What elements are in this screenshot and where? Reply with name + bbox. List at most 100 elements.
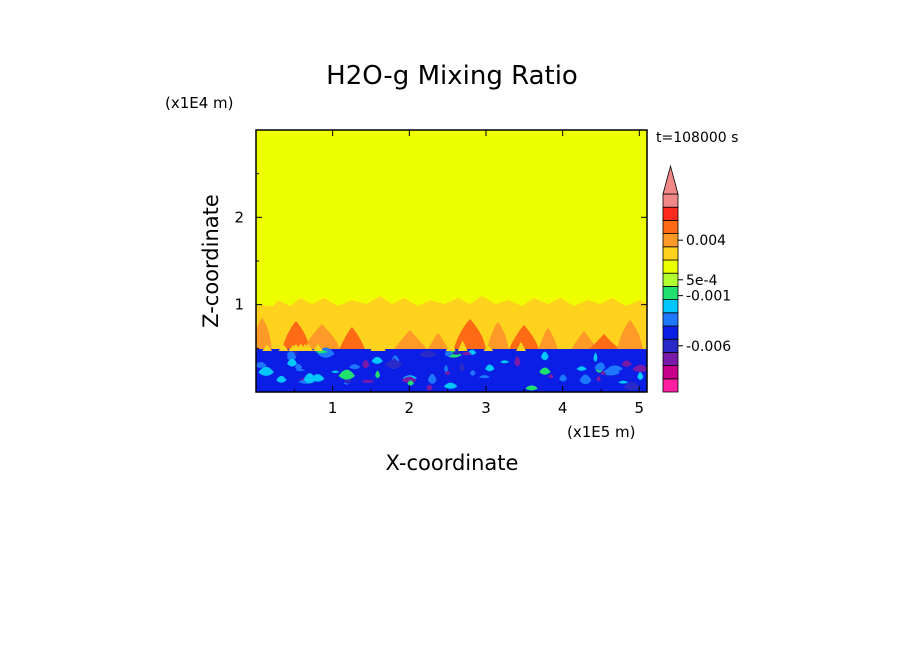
colorbar-swatch — [662, 259, 679, 274]
colorbar-swatch — [662, 312, 679, 327]
plume-shape — [617, 320, 643, 350]
boundary-patch — [371, 356, 383, 364]
plume-shape — [256, 318, 272, 350]
boundary-patch — [576, 366, 587, 371]
boundary-patch — [256, 361, 267, 368]
boundary-patch — [459, 362, 465, 372]
boundary-speck — [262, 344, 273, 351]
boundary-patch — [525, 385, 538, 391]
boundary-patch — [286, 351, 297, 362]
colorbar-label: 5e-4 — [686, 273, 718, 289]
boundary-speck — [375, 341, 386, 351]
boundary-patch — [407, 380, 414, 386]
colorbar-label: -0.001 — [686, 289, 731, 305]
x-unit-label: (x1E5 m) — [567, 423, 636, 441]
colorbar-swatch — [662, 219, 679, 234]
boundary-patch — [500, 360, 510, 364]
y-axis-ticks: 12 — [234, 173, 647, 349]
boundary-speck — [483, 345, 494, 351]
boundary-patch — [606, 365, 623, 372]
x-tick-label: 3 — [481, 399, 491, 417]
colorbar: 0.004 5e-4-0.001 -0.006 — [662, 164, 731, 393]
boundary-patch — [559, 374, 567, 382]
boundary-layer-patches — [256, 340, 647, 391]
boundary-patch — [547, 374, 554, 379]
colorbar-swatch — [662, 325, 679, 340]
plume-shape — [509, 325, 539, 350]
x-axis-label: X-coordinate — [386, 451, 519, 475]
boundary-patch — [338, 369, 355, 380]
time-label: t=108000 s — [656, 130, 738, 146]
boundary-patch — [361, 379, 375, 383]
x-tick-label: 2 — [405, 399, 415, 417]
colorbar-swatch — [662, 299, 679, 314]
boundary-patch — [303, 373, 316, 384]
boundary-patch — [419, 350, 437, 358]
y-tick-label: 1 — [234, 296, 244, 314]
x-axis-ticks: 1 2 3 4 5 — [293, 130, 645, 417]
colorbar-swatch — [662, 246, 679, 261]
plume-shape — [487, 322, 509, 350]
colorbar-label: 0.004 — [686, 233, 726, 249]
boundary-speck — [278, 344, 289, 351]
boundary-patch — [349, 364, 361, 370]
boundary-speck — [288, 345, 299, 351]
boundary-patch — [444, 364, 449, 373]
boundary-patch — [540, 351, 549, 361]
colorbar-swatch — [662, 285, 679, 300]
colorbar-swatch — [662, 365, 679, 380]
plume-shape — [282, 321, 310, 350]
boundary-patch — [258, 366, 274, 376]
boundary-patch — [375, 370, 381, 379]
boundary-patch — [469, 370, 476, 376]
boundary-patch — [593, 352, 598, 362]
boundary-speck — [516, 341, 527, 351]
boundary-speck — [312, 344, 323, 351]
plume-shape — [393, 330, 427, 350]
colorbar-swatch — [662, 351, 679, 366]
boundary-patch — [444, 350, 453, 357]
x-tick-label: 1 — [328, 399, 338, 417]
boundary-patch — [287, 358, 298, 367]
boundary-patch — [539, 367, 551, 375]
boundary-patch — [514, 356, 521, 367]
boundary-patch — [600, 371, 606, 375]
boundary-patch — [384, 359, 403, 369]
boundary-patch — [426, 384, 433, 391]
boundary-patch — [597, 362, 605, 367]
plume-shape — [570, 331, 598, 350]
colorbar-swatch — [662, 338, 679, 353]
boundary-speck — [445, 342, 456, 351]
colorbar-swatch — [662, 206, 679, 221]
y-tick-label: 2 — [234, 208, 244, 226]
boundary-patch — [632, 364, 647, 373]
boundary-speck — [457, 340, 468, 351]
chart-title: H2O-g Mixing Ratio — [326, 61, 578, 91]
boundary-patch — [401, 376, 417, 383]
boundary-patch — [276, 375, 287, 383]
boundary-patch — [637, 372, 644, 380]
y-axis-label: Z-coordinate — [199, 194, 223, 328]
boundary-patch — [451, 350, 462, 355]
boundary-patch — [579, 374, 592, 385]
colorbar-swatch — [662, 378, 679, 393]
boundary-speck — [295, 343, 306, 351]
boundary-patch — [427, 373, 437, 384]
x-tick-label: 4 — [558, 399, 568, 417]
boundary-patch — [362, 359, 370, 369]
boundary-patch — [294, 363, 303, 370]
plume-shape — [586, 334, 622, 351]
colorbar-extend-arrow — [662, 164, 679, 195]
boundary-patch — [621, 360, 632, 367]
plume-shape — [304, 324, 340, 350]
boundary-patch — [443, 382, 458, 389]
plume-shape — [339, 327, 365, 350]
colorbar-swatch — [662, 233, 679, 248]
x-tick-label: 5 — [635, 399, 645, 417]
colorbar-label: -0.006 — [686, 339, 731, 355]
y-unit-label: (x1E4 m) — [165, 94, 234, 112]
colorbar-swatch — [662, 272, 679, 287]
boundary-patch — [623, 381, 640, 391]
plume-shape — [426, 333, 450, 351]
orange-plumes — [256, 318, 643, 351]
